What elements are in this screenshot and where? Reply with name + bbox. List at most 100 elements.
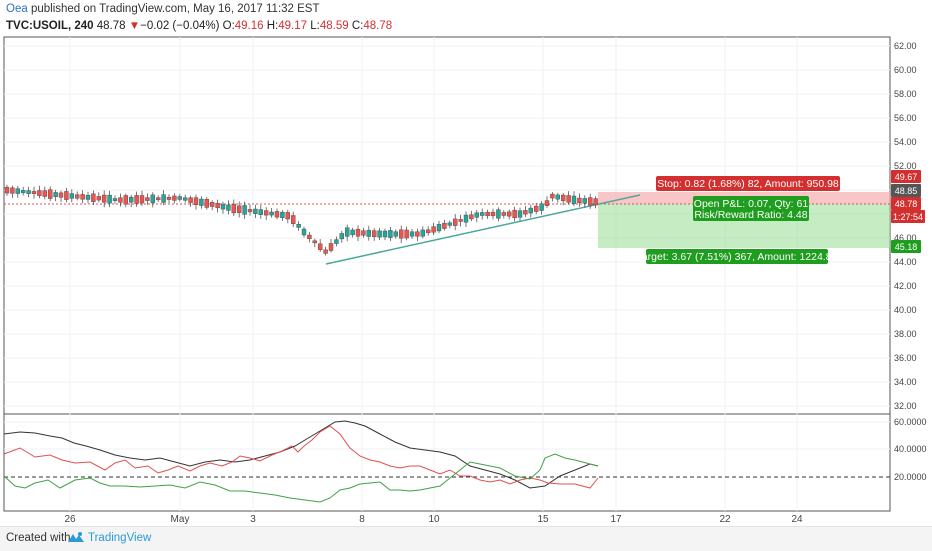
candle-down — [139, 195, 145, 204]
candle-down — [118, 197, 123, 203]
countdown-label: 1:27:54 — [893, 212, 923, 222]
oscillator-axis[interactable]: 60.0000 40.0000 20.0000 — [894, 417, 927, 482]
oscillator-black-line — [3, 420, 599, 489]
footer: Created with TradingView — [0, 526, 932, 551]
oscillator-green-line — [3, 453, 599, 503]
price-tick: 36.00 — [894, 353, 917, 363]
time-tick: 26 — [64, 514, 76, 525]
candle-up — [128, 196, 134, 203]
chart-svg[interactable]: 62.0060.0058.0056.0054.0052.0050.0048.00… — [0, 36, 932, 526]
candle-up — [517, 210, 523, 218]
candle-down — [328, 243, 334, 251]
target-label-text: Target: 3.67 (7.51%) 367, Amount: 1224.8… — [637, 251, 838, 263]
candle-down — [58, 192, 64, 198]
candle-up — [377, 230, 382, 238]
candle-down — [426, 229, 431, 234]
candle-up — [339, 233, 344, 240]
time-axis[interactable]: 26 May 3 8 10 15 17 22 24 — [64, 514, 803, 525]
time-tick: 15 — [537, 514, 549, 525]
stop-label-box[interactable]: Stop: 0.82 (1.68%) 82, Amount: 950.98 — [656, 176, 840, 191]
candle-down — [31, 191, 37, 194]
chart-header: Oea published on TradingView.com, May 16… — [4, 2, 904, 38]
candle-down — [123, 195, 129, 205]
candle-down — [507, 211, 512, 217]
candle-down — [593, 198, 598, 206]
candle-down — [442, 222, 447, 229]
time-tick: 10 — [428, 514, 440, 525]
candle-down — [588, 197, 593, 206]
candle-up — [366, 229, 371, 237]
candle-down — [561, 194, 566, 202]
candle-down — [550, 193, 555, 199]
candle-up — [409, 231, 415, 237]
candle-up — [382, 230, 388, 238]
tradingview-brand[interactable]: TradingView — [88, 532, 152, 544]
last-price-label: 48.78 — [895, 199, 918, 209]
candle-down — [134, 195, 139, 204]
osc-tick: 60.0000 — [894, 417, 927, 427]
author-link[interactable]: Oea — [6, 3, 28, 15]
candle-down — [231, 203, 237, 214]
candle-up — [334, 239, 339, 244]
candle-up — [85, 194, 91, 200]
price-tick: 40.00 — [894, 305, 917, 315]
candle-up — [269, 211, 274, 216]
symbol-name[interactable]: TVC:USOIL, 240 — [6, 20, 94, 32]
candle-down — [312, 240, 317, 244]
candle-up — [496, 209, 501, 219]
candle-up — [53, 192, 58, 197]
close-value: 48.78 — [363, 20, 393, 32]
last-price-tag — [891, 197, 921, 210]
target-label-box[interactable]: Target: 3.67 (7.51%) 367, Amount: 1224.8… — [637, 249, 838, 264]
candle-down — [247, 209, 253, 213]
candle-down — [274, 211, 280, 218]
pnl-label-box[interactable]: Open P&L: 0.07, Qty: 61 Risk/Reward Rati… — [693, 196, 809, 221]
candle-down — [172, 195, 177, 201]
candle-up — [21, 190, 26, 194]
trend-line[interactable] — [325, 194, 641, 265]
osc-tick: 40.0000 — [894, 444, 927, 454]
candle-up — [571, 195, 577, 204]
price-axis-labels: 49.67 48.85 48.78 1:27:54 45.18 — [891, 170, 925, 253]
low-value: 48.59 — [319, 20, 349, 32]
candle-down — [264, 210, 269, 216]
stop-label-text: Stop: 0.82 (1.68%) 82, Amount: 950.98 — [657, 178, 839, 190]
candle-down — [96, 196, 102, 201]
open-value: 49.16 — [234, 20, 264, 32]
candle-down — [544, 200, 550, 206]
candle-up — [474, 212, 479, 218]
price-tick: 60.00 — [894, 65, 917, 75]
candlestick-series[interactable] — [4, 184, 598, 256]
candle-down — [145, 197, 150, 201]
risk-reward-text: Risk/Reward Ratio: 4.48 — [694, 209, 807, 221]
price-tick: 44.00 — [894, 257, 917, 267]
candle-up — [69, 193, 75, 199]
low-label: L: — [310, 20, 320, 32]
target-price-label: 45.18 — [895, 242, 918, 252]
chart-area[interactable]: 62.0060.0058.0056.0054.0052.0050.0048.00… — [0, 36, 932, 526]
oscillator-red-line — [3, 425, 599, 489]
price-tick: 58.00 — [894, 89, 917, 99]
candle-up — [528, 207, 533, 214]
candle-down — [361, 230, 366, 236]
candle-down — [166, 196, 172, 200]
oscillator-pane[interactable] — [3, 413, 891, 512]
candle-down — [285, 212, 290, 220]
candle-up — [182, 197, 188, 201]
candle-up — [150, 194, 156, 204]
stop-price-tag — [891, 170, 921, 183]
candle-up — [177, 196, 183, 200]
candle-down — [458, 219, 463, 222]
candle-down — [318, 243, 323, 250]
tradingview-logo-icon[interactable] — [66, 530, 86, 551]
candle-down — [10, 187, 15, 194]
candle-down — [101, 194, 107, 203]
high-label: H: — [266, 20, 279, 32]
time-tick: 8 — [359, 514, 365, 525]
price-axis[interactable]: 62.0060.0058.0056.0054.0052.0050.0048.00… — [894, 41, 917, 411]
publish-info: Oea published on TradingView.com, May 16… — [6, 3, 320, 15]
candle-down — [404, 229, 409, 239]
candle-down — [204, 199, 210, 208]
grid — [4, 37, 890, 511]
target-price-tag — [891, 240, 921, 253]
